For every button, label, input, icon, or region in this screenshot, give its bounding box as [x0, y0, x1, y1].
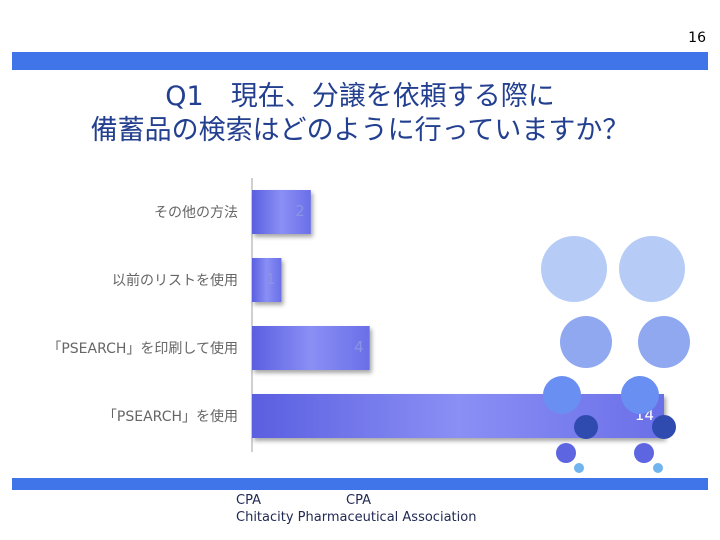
deco-circle [560, 316, 612, 368]
deco-circle [574, 415, 598, 439]
deco-circle [619, 236, 685, 302]
deco-circle [621, 376, 659, 414]
deco-circle [634, 443, 654, 463]
footer-abbr-right: CPA [346, 493, 371, 508]
top-accent-bar [12, 52, 708, 70]
deco-circle [653, 463, 663, 473]
deco-circle [541, 236, 607, 302]
deco-circle [638, 316, 690, 368]
data-label-3: 4 [354, 338, 364, 356]
deco-circle [652, 415, 676, 439]
slide-title: Q1 現在、分譲を依頼する際に 備蓄品の検索はどのように行っていますか？ [0, 80, 720, 148]
page-number: 16 [688, 30, 706, 46]
category-label-1: その他の方法 [154, 205, 238, 221]
footer-organization-name: Chitacity Pharmaceutical Association [236, 510, 477, 525]
title-line-1: Q1 現在、分譲を依頼する際に [165, 81, 555, 112]
data-label-1: 2 [295, 202, 305, 220]
decorative-circles [541, 236, 690, 473]
deco-circle [556, 443, 576, 463]
category-label-3: 「PSEARCH」を印刷して使用 [47, 340, 238, 357]
deco-circle [543, 376, 581, 414]
category-label-4: 「PSEARCH」を使用 [103, 408, 238, 425]
bar-1 [252, 190, 311, 234]
footer: CPA CPA Chitacity Pharmaceutical Associat… [236, 492, 476, 526]
bar-3 [252, 326, 370, 370]
title-line-2: 備蓄品の検索はどのように行っていますか？ [90, 115, 630, 146]
bottom-accent-bar [12, 478, 708, 490]
data-label-2: 1 [266, 270, 276, 288]
deco-circle [574, 463, 584, 473]
bar-2 [252, 258, 282, 302]
footer-abbr-left: CPA [236, 493, 261, 508]
category-label-2: 以前のリストを使用 [112, 272, 238, 289]
